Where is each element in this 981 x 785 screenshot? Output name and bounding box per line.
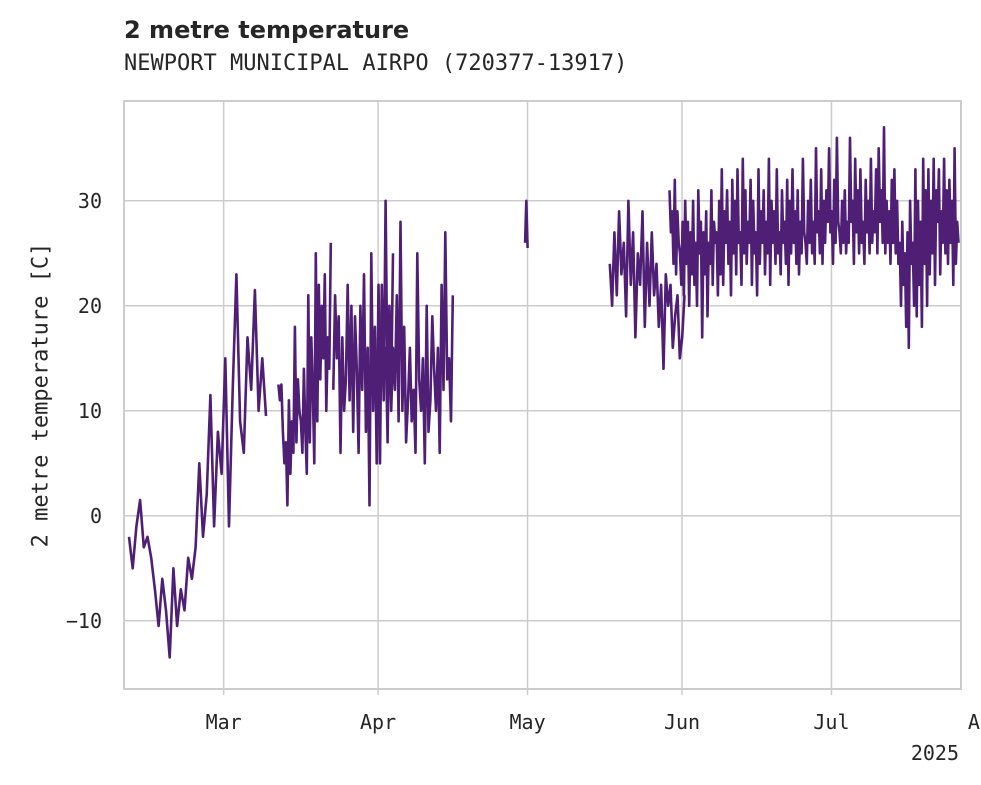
series-segment-5	[523, 199, 529, 249]
chart-title: 2 metre temperature	[124, 16, 410, 44]
plot-frame	[123, 100, 962, 690]
x-tick-label: Jul	[813, 710, 849, 734]
y-tick-label: 20	[78, 294, 102, 318]
series-segment-1	[127, 272, 268, 659]
temperature-series	[127, 126, 960, 659]
grid	[124, 101, 961, 689]
x-tick-label: Aug	[968, 710, 981, 734]
y-tick-label: 10	[78, 399, 102, 423]
x-tick-label: Jun	[664, 710, 700, 734]
series-segment-6	[608, 199, 686, 371]
y-tick-label: 0	[90, 504, 102, 528]
y-tick-label: −10	[66, 609, 102, 633]
y-axis-label: 2 metre temperature [C]	[29, 243, 54, 548]
x-tick-label: Mar	[206, 710, 242, 734]
x-tick-label: Apr	[360, 710, 396, 734]
x-tick-label: May	[509, 710, 545, 734]
x-axis-year-label: 2025	[911, 741, 959, 765]
y-tick-label: 30	[78, 189, 102, 213]
series-segment-4	[376, 199, 455, 465]
series-segment-2	[277, 242, 333, 507]
chart-subtitle: NEWPORT MUNICIPAL AIRPO (720377-13917)	[124, 51, 628, 76]
series-segment-7	[668, 126, 960, 350]
